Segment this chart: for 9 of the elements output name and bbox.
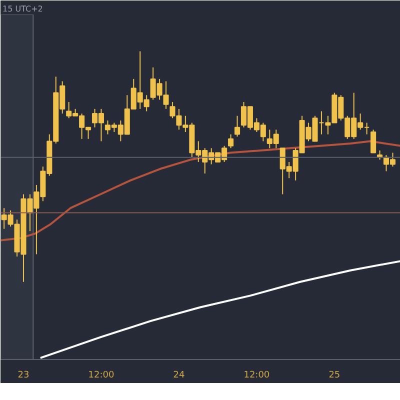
x-tick-label: 24	[173, 370, 185, 380]
candlestick	[370, 129, 376, 154]
x-tick-label: 12:00	[88, 370, 114, 380]
x-tick-label: 23	[18, 370, 30, 380]
candlestick	[234, 115, 240, 138]
candlestick	[228, 134, 234, 149]
x-tick-label: 25	[328, 370, 340, 380]
x-tick-label: 12:00	[244, 370, 270, 380]
text: 15 UTC+2	[2, 4, 43, 14]
